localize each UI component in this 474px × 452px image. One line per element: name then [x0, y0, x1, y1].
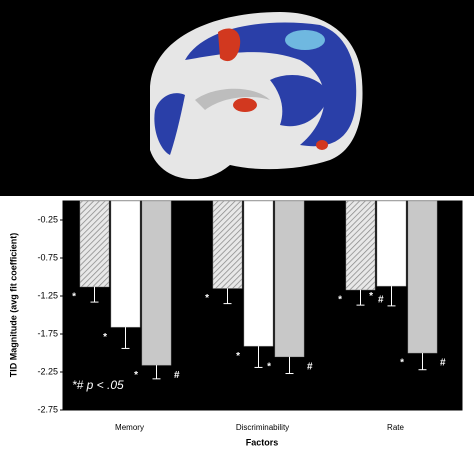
x-tick-label: Discriminability [236, 423, 289, 432]
x-tick-label: Memory [115, 423, 144, 432]
y-tick-label: -2.25 [37, 366, 58, 376]
y-axis-title: TID Magnitude (avg fit coefficient) [8, 233, 18, 378]
x-tick-label: Rate [387, 423, 404, 432]
bar [79, 200, 110, 288]
significance-marker: * [400, 358, 404, 369]
significance-marker: # [440, 358, 446, 369]
bar [274, 200, 305, 358]
significance-marker: * [134, 370, 138, 381]
bar [345, 200, 376, 291]
significance-marker: * [72, 292, 76, 303]
significance-marker: # [174, 370, 180, 381]
significance-marker: * [369, 291, 373, 302]
y-tick-label: -0.25 [37, 214, 58, 224]
significance-marker: * [205, 293, 209, 304]
significance-marker: * [103, 332, 107, 343]
significance-marker: # [378, 295, 384, 306]
significance-marker: * [236, 351, 240, 362]
brain-image [150, 12, 363, 180]
bar [110, 200, 141, 328]
y-tick-label: -0.75 [37, 252, 58, 262]
y-tick-label: -1.75 [37, 328, 58, 338]
y-tick-label: -1.25 [37, 290, 58, 300]
bar [243, 200, 274, 347]
significance-marker: * [267, 361, 271, 372]
y-tick-label: -2.75 [37, 404, 58, 414]
x-axis-title: Factors [246, 437, 279, 447]
bar [376, 200, 407, 287]
bar [407, 200, 438, 354]
bar [141, 200, 172, 366]
significance-marker: * [338, 295, 342, 306]
significance-marker: # [307, 361, 313, 372]
annotation: *# p < .05 [72, 378, 124, 392]
bar [212, 200, 243, 289]
